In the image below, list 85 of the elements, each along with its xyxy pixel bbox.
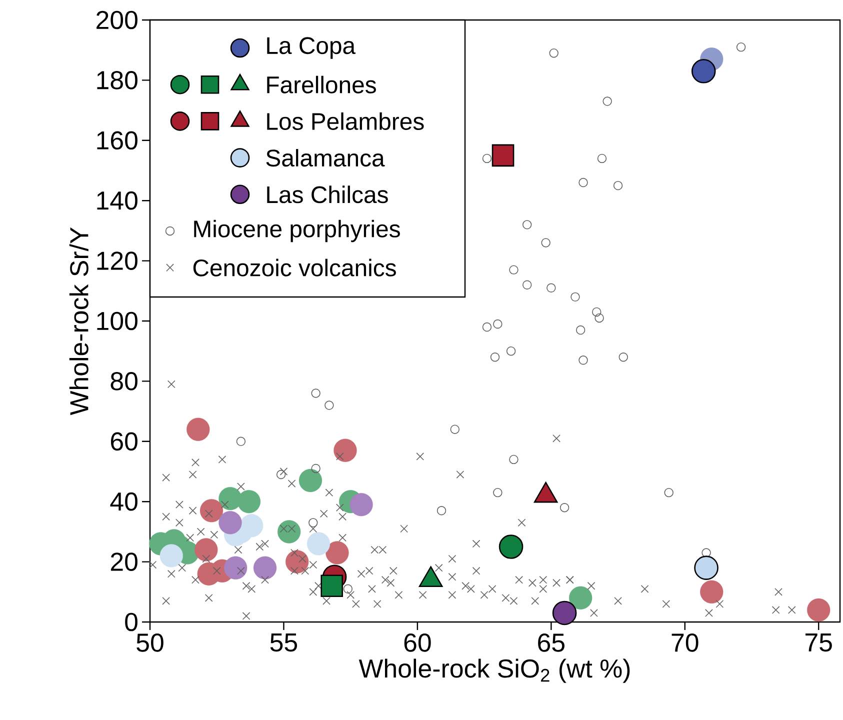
point <box>236 436 246 446</box>
y-tick-label: 20 <box>110 552 138 571</box>
point <box>320 574 344 598</box>
point <box>498 534 524 559</box>
point <box>160 544 183 568</box>
point <box>482 154 492 164</box>
x-axis-title: Whole-rock SiO$_{2}$ (wt %) <box>358 658 630 683</box>
point <box>736 42 746 52</box>
point <box>694 556 718 580</box>
point <box>578 356 588 365</box>
point <box>597 154 607 164</box>
point <box>298 468 322 492</box>
point <box>552 600 577 626</box>
point <box>186 418 210 441</box>
point <box>700 580 724 604</box>
point <box>522 220 532 230</box>
point <box>306 532 330 556</box>
point <box>482 322 492 332</box>
legend-label: Salamanca <box>266 149 385 167</box>
y-axis-title: Whole-rock Sr/Y <box>69 227 88 416</box>
legend-label: Cenozoic volcanics <box>193 258 396 276</box>
point <box>326 541 349 564</box>
y-tick-label: 160 <box>97 131 138 150</box>
point <box>570 292 580 302</box>
point <box>549 48 558 58</box>
point <box>578 178 588 188</box>
y-tick-label: 0 <box>125 612 138 632</box>
point <box>218 487 242 510</box>
point <box>253 556 277 580</box>
point <box>308 518 318 528</box>
x-tick-label: 55 <box>270 634 298 652</box>
point <box>286 550 309 574</box>
point <box>618 352 628 362</box>
point <box>490 352 500 362</box>
point <box>311 388 320 398</box>
x-tick-label: 60 <box>404 634 431 652</box>
legend-label: La Copa <box>267 37 356 59</box>
y-tick-label: 180 <box>97 71 138 90</box>
x-tick-label: 65 <box>538 634 564 652</box>
y-tick-label: 40 <box>110 492 138 511</box>
point <box>492 144 514 167</box>
point <box>350 493 373 516</box>
point <box>200 499 224 522</box>
point <box>436 506 446 516</box>
point <box>691 59 716 84</box>
y-tick-label: 100 <box>97 312 138 330</box>
point <box>509 265 518 274</box>
point <box>546 283 556 292</box>
point <box>493 319 502 329</box>
x-tick-label: 50 <box>136 634 164 652</box>
point <box>224 556 248 580</box>
point <box>592 307 602 317</box>
point <box>509 454 518 464</box>
point <box>334 438 357 462</box>
x-tick-label: 70 <box>672 634 698 652</box>
point <box>560 503 570 512</box>
point <box>324 400 334 410</box>
point <box>807 598 830 622</box>
point <box>237 490 261 514</box>
y-tick-label: 120 <box>97 252 138 270</box>
legend-label: Las Chilcas <box>267 186 388 204</box>
point <box>218 511 242 534</box>
point <box>522 280 532 290</box>
point <box>594 313 604 323</box>
legend-label: Farellones <box>267 76 376 94</box>
y-tick-label: 80 <box>110 372 138 390</box>
legend-label: Los Pelambres <box>267 112 424 130</box>
point <box>311 464 320 474</box>
point <box>506 346 516 356</box>
y-tick-label: 200 <box>96 10 138 30</box>
point <box>493 488 502 498</box>
x-tick-label: 75 <box>806 634 832 652</box>
y-tick-label: 60 <box>110 432 138 451</box>
point <box>613 180 623 190</box>
point <box>569 586 592 610</box>
point <box>664 488 674 498</box>
point <box>541 238 550 248</box>
legend-label: Miocene porphyries <box>194 220 400 242</box>
point <box>276 470 286 480</box>
point <box>576 325 586 335</box>
point <box>194 538 218 562</box>
point <box>343 584 353 594</box>
point <box>450 424 460 434</box>
y-tick-label: 140 <box>97 191 138 210</box>
point <box>602 96 612 106</box>
